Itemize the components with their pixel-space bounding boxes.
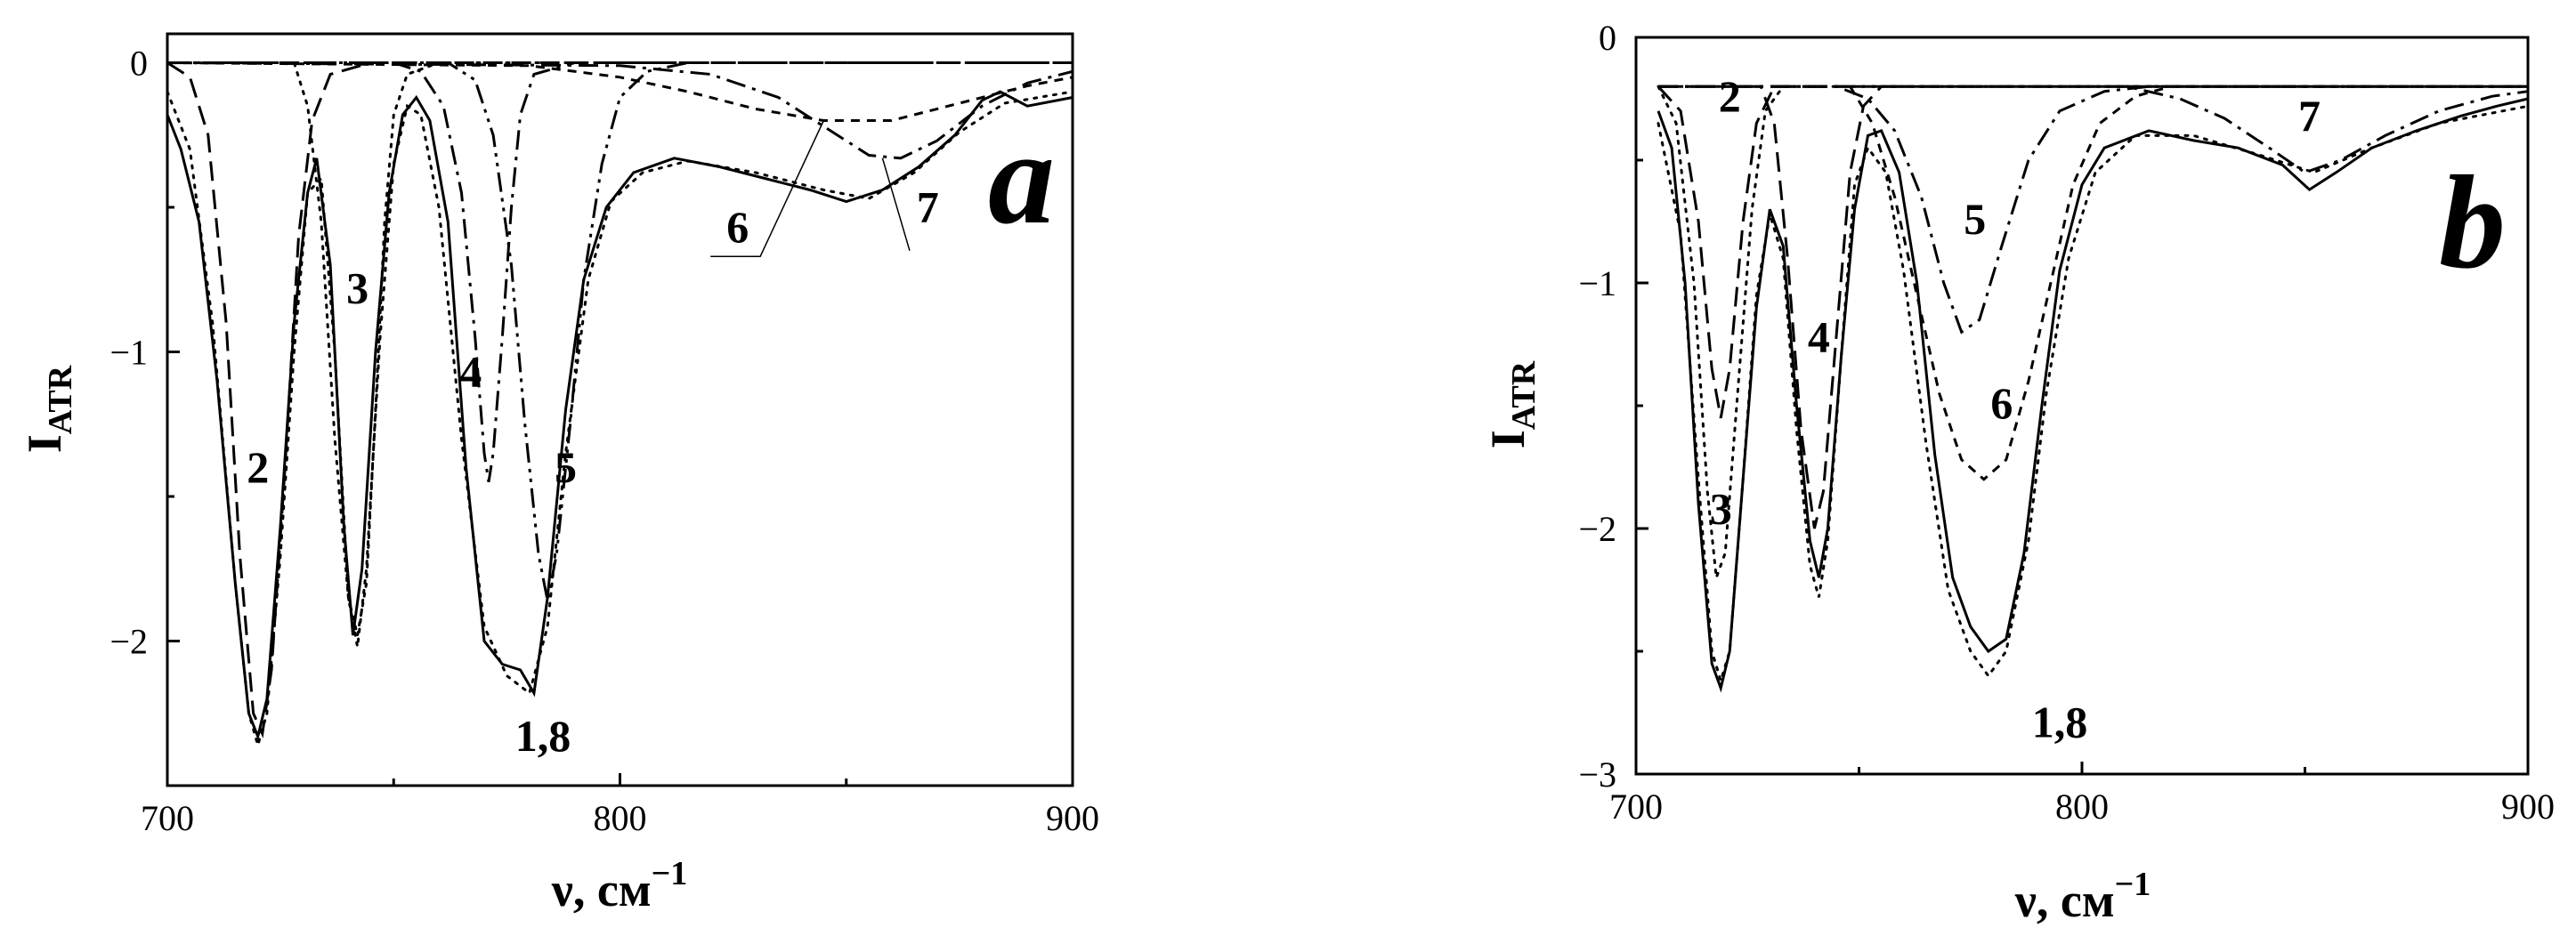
series-a-4-dashdot (167, 61, 1073, 483)
curve-label-b-4: 4 (1808, 311, 1830, 361)
x-axis-title-b: ν, см−1 (2014, 866, 2151, 927)
series-a-7-dashdot (166, 61, 1073, 160)
curve-label-a-4: 4 (459, 347, 482, 397)
y-axis-title-main-a: I (18, 434, 71, 453)
y-tick-label-a-0: 0 (130, 44, 148, 84)
x-tick-label-a-900: 900 (1046, 798, 1099, 838)
y-tick-label-a-1: −1 (109, 333, 148, 373)
y-tick-label-b-0: 0 (1599, 18, 1616, 58)
y-tick-label-b-3: −3 (1578, 754, 1616, 795)
y-axis-title-sub-a: ATR (42, 365, 79, 434)
curve-label-a-1-8: 1,8 (515, 711, 571, 761)
leader-line-a-6 (710, 120, 825, 257)
series-a-3-dotted (166, 61, 1074, 636)
y-tick-label-a-2: −2 (109, 622, 148, 662)
y-axis-title-b: IATR (1481, 360, 1543, 448)
x-tick-label-a-700: 700 (141, 798, 194, 838)
x-axis-title-sup-b: −1 (2115, 866, 2151, 903)
curve-label-b-2: 2 (1719, 71, 1741, 121)
series-b-1-8-solid (1657, 97, 2529, 693)
curve-label-b-7: 7 (2298, 91, 2321, 141)
x-axis-title-main-a: ν, см (551, 863, 652, 916)
series-b-5-dashdot (1658, 85, 2528, 335)
series-a-1-8-solid (166, 90, 1073, 741)
curve-label-b-1-8: 1,8 (2032, 698, 2088, 747)
marks-a: 700 800 900 0 −1 −2 2 3 4 5 1,8 6 7 (109, 44, 1099, 839)
curve-label-a-7: 7 (917, 182, 939, 231)
curve-label-a-3: 3 (346, 262, 369, 312)
series-b-7-dashdot (1658, 85, 2529, 174)
plot-area-a (166, 32, 1074, 787)
series-b-8-dotted (1657, 104, 2530, 686)
x-axis-title-sup-a: −1 (652, 855, 688, 892)
series-b-4-dashed (1658, 85, 2528, 529)
panel-letter-b: b (2439, 149, 2506, 296)
series-b-2-dashed (1657, 85, 2528, 419)
x-tick-label-b-800: 800 (2055, 787, 2109, 827)
marks-b: 700 800 900 0 −1 −2 −3 2 3 4 5 6 7 1,8 (1578, 18, 2555, 827)
series-a-5-dashdotdot (167, 61, 1073, 601)
x-axis-title-a: ν, см−1 (551, 855, 688, 916)
x-axis-title-main-b: ν, см (2014, 874, 2115, 927)
x-tick-label-b-700: 700 (1609, 787, 1663, 827)
x-tick-label-a-800: 800 (594, 798, 647, 838)
curve-label-b-5: 5 (1964, 194, 1986, 244)
panel-letter-a: a (988, 104, 1055, 252)
series-b-6-shortdash (1658, 85, 2528, 481)
plot-area-b (1634, 36, 2530, 776)
x-tick-label-b-900: 900 (2501, 787, 2555, 827)
y-axis-title-main-b: I (1481, 430, 1535, 448)
y-tick-label-b-2: −2 (1578, 509, 1616, 549)
svg-text:IATR: IATR (1481, 360, 1543, 448)
y-tick-label-b-1: −1 (1578, 263, 1616, 303)
y-axis-title-sub-b: ATR (1505, 360, 1543, 430)
series-a-8-dotted (166, 90, 1074, 750)
series-a-6-shortdash (166, 61, 1073, 122)
curve-label-b-3: 3 (1710, 483, 1732, 533)
y-axis-title-a: IATR (18, 365, 79, 453)
series-b-3-dotted (1657, 85, 2530, 578)
curve-label-a-5: 5 (555, 442, 577, 492)
curve-label-a-2: 2 (247, 442, 269, 492)
leader-line-a-7 (881, 157, 911, 251)
svg-text:IATR: IATR (18, 365, 79, 453)
series-a-2-dashed (166, 61, 1073, 738)
curve-label-a-6: 6 (726, 202, 749, 252)
curve-label-b-6: 6 (1990, 378, 2013, 428)
